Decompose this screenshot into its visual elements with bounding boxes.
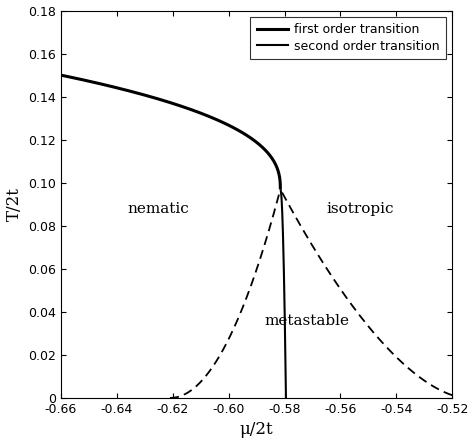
Y-axis label: T/2t: T/2t	[6, 187, 23, 221]
Text: nematic: nematic	[128, 202, 190, 216]
Legend: first order transition, second order transition: first order transition, second order tra…	[250, 17, 446, 59]
Text: isotropic: isotropic	[326, 202, 394, 216]
Text: metastable: metastable	[264, 313, 349, 328]
X-axis label: μ/2t: μ/2t	[240, 421, 273, 438]
